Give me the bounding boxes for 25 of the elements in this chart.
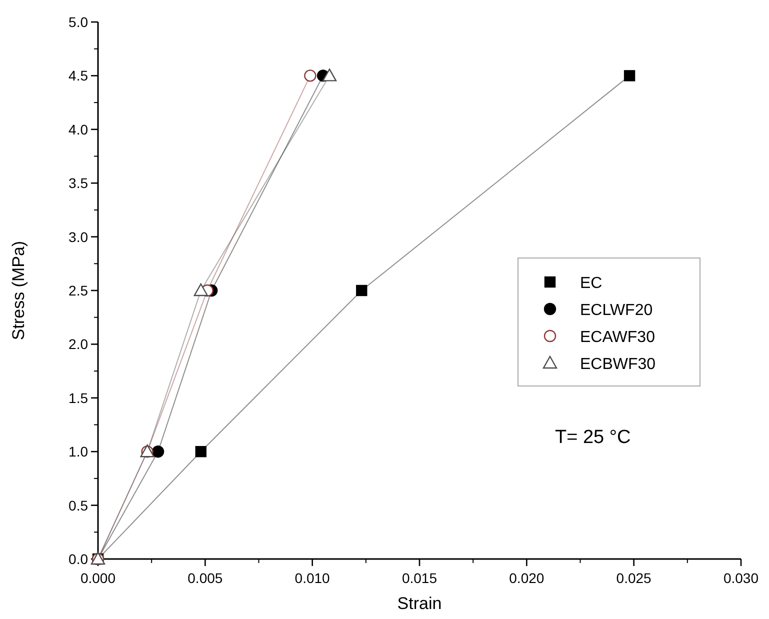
x-tick-label: 0.000 bbox=[80, 570, 116, 586]
y-tick-label: 2.0 bbox=[68, 336, 88, 352]
x-tick-label: 0.015 bbox=[402, 570, 438, 586]
legend-label: ECAWF30 bbox=[580, 329, 656, 346]
y-tick-label: 3.0 bbox=[68, 228, 88, 245]
x-tick-label: 0.005 bbox=[188, 570, 223, 586]
legend-label: ECBWF30 bbox=[580, 356, 656, 373]
legend-label: ECLWF20 bbox=[580, 302, 653, 319]
y-tick-label: 4.5 bbox=[68, 68, 88, 84]
y-tick-label: 2.5 bbox=[68, 282, 88, 298]
y-tick-label: 4.0 bbox=[68, 121, 88, 138]
y-tick-label: 0.0 bbox=[68, 551, 88, 567]
y-tick-label: 0.5 bbox=[68, 497, 88, 514]
y-axis-title: Stress (MPa) bbox=[9, 240, 28, 340]
y-tick-label: 1.0 bbox=[68, 444, 88, 460]
x-tick-label: 0.030 bbox=[723, 570, 759, 586]
y-tick-label: 3.5 bbox=[68, 175, 88, 192]
annotation: T= 25 °C bbox=[555, 427, 631, 448]
legend-label: EC bbox=[580, 275, 602, 292]
x-tick-label: 0.010 bbox=[294, 570, 330, 586]
x-tick-label: 0.025 bbox=[616, 570, 652, 586]
x-axis-title: Strain bbox=[397, 594, 442, 613]
x-tick-label: 0.020 bbox=[509, 570, 544, 586]
y-tick-label: 1.5 bbox=[68, 390, 88, 406]
y-tick-label: 5.0 bbox=[68, 14, 88, 30]
